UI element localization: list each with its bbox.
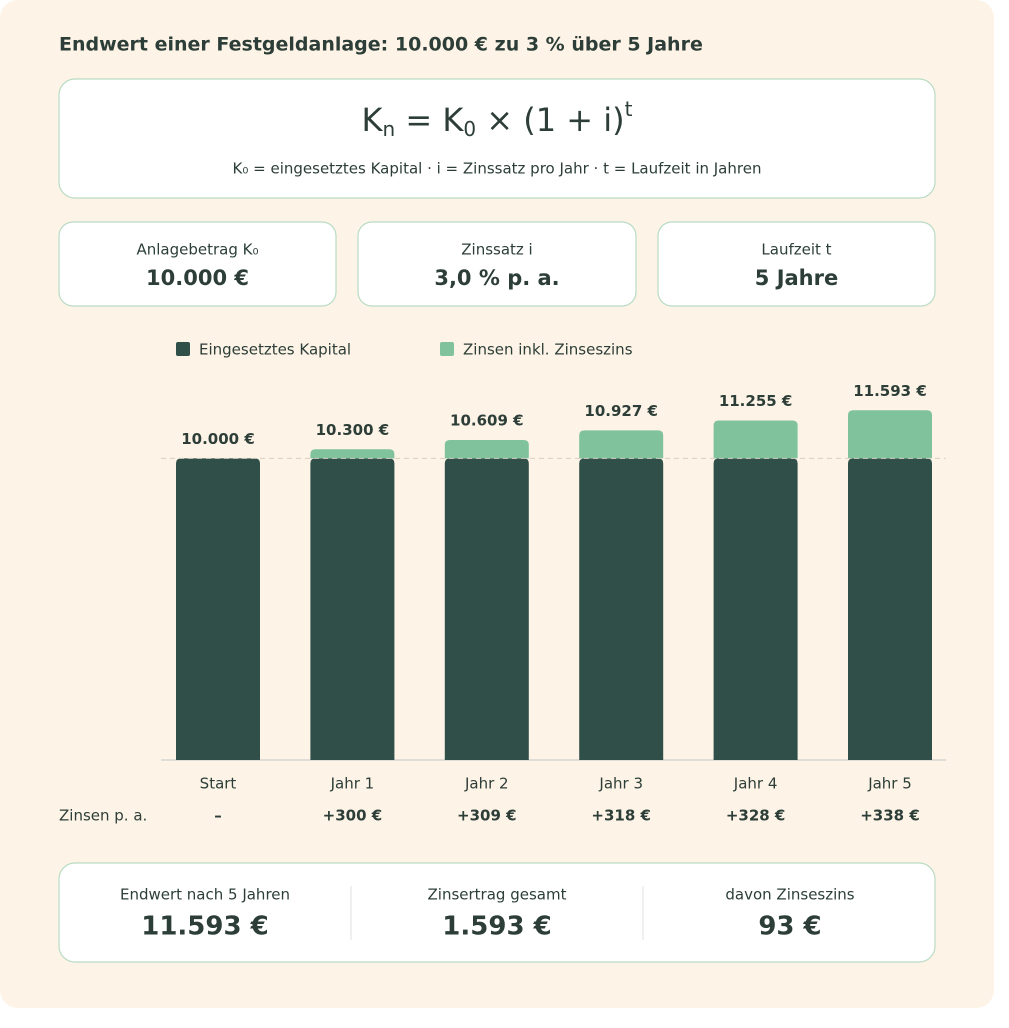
interest-label: +318 € [591, 807, 651, 825]
total-label: 10.300 € [316, 421, 390, 439]
input-value: 5 Jahre [755, 266, 838, 290]
x-tick-label: Jahr 4 [733, 775, 778, 793]
x-tick-label: Start [200, 775, 237, 793]
legend-label: Eingesetztes Kapital [199, 341, 351, 359]
formula-card [58, 78, 936, 199]
formula-sub: n [383, 117, 396, 141]
formula-legend: K₀ = eingesetztes Kapital · i = Zinssatz… [233, 160, 762, 178]
interest-label: +300 € [323, 807, 383, 825]
bar-segment [848, 458, 932, 760]
bar-segment [444, 439, 529, 459]
total-label: 11.255 € [719, 392, 793, 410]
row-label: Zinsen p. a. [59, 807, 147, 825]
formula-part: K [362, 101, 384, 139]
chart-title: Endwert einer Festgeldanlage: 10.000 € z… [59, 34, 703, 56]
formula-sub: 0 [463, 117, 476, 141]
x-tick-label: Jahr 3 [598, 775, 643, 793]
x-tick-label: Jahr 2 [464, 775, 509, 793]
bar-segment [579, 458, 664, 760]
legend-swatch [440, 342, 454, 356]
formula-part: = K [395, 101, 464, 139]
bar-segment [713, 420, 798, 459]
input-card [657, 221, 936, 307]
legend-label: Zinsen inkl. Zinseszins [463, 341, 633, 359]
result-label: davon Zinseszins [725, 886, 854, 904]
result-label: Endwert nach 5 Jahren [120, 886, 290, 904]
input-label: Zinssatz i [461, 241, 532, 259]
total-label: 11.593 € [853, 382, 927, 400]
result-label: Zinsertrag gesamt [428, 886, 567, 904]
x-tick-label: Jahr 5 [867, 775, 912, 793]
interest-label: +328 € [726, 807, 786, 825]
input-card [58, 221, 337, 307]
input-card [357, 221, 637, 307]
x-tick-label: Jahr 1 [330, 775, 375, 793]
bar-segment [310, 458, 395, 760]
bar-segment [444, 458, 529, 760]
input-value: 10.000 € [146, 266, 249, 290]
legend-swatch [176, 342, 190, 356]
bar-segment [176, 458, 260, 760]
bar-segment [713, 458, 798, 760]
bar-segment [579, 430, 664, 459]
input-value: 3,0 % p. a. [434, 266, 559, 290]
bar-segment [310, 449, 395, 459]
interest-label: +338 € [860, 807, 920, 825]
input-label: Anlagebetrag K₀ [136, 241, 258, 259]
result-value: 1.593 € [442, 912, 551, 942]
total-label: 10.000 € [181, 430, 255, 448]
formula: Kn = K0 × (1 + i)t [362, 97, 633, 141]
input-label: Laufzeit t [761, 241, 831, 259]
total-label: 10.927 € [584, 402, 658, 420]
interest-label: +309 € [457, 807, 517, 825]
result-value: 11.593 € [141, 912, 268, 942]
result-card [58, 862, 936, 963]
formula-sup: t [625, 97, 633, 121]
total-label: 10.609 € [450, 411, 524, 429]
bar-segment [848, 410, 932, 459]
formula-part: × (1 + i) [476, 101, 625, 139]
interest-label: – [214, 807, 222, 825]
result-value: 93 € [758, 912, 821, 942]
